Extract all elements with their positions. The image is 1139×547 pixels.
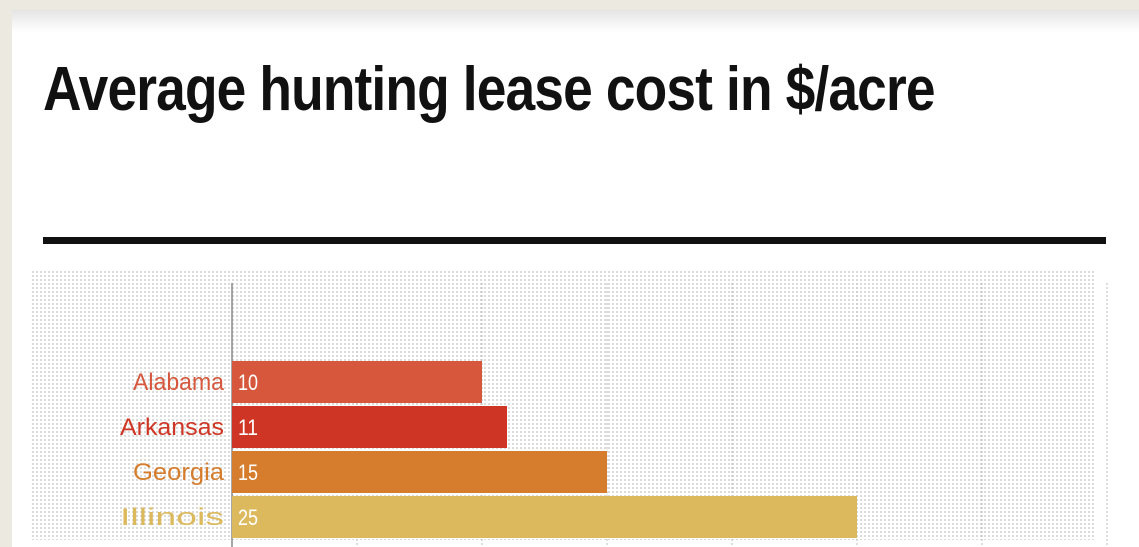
category-label-alabama: Alabama (133, 369, 225, 396)
bar-alabama (232, 361, 482, 403)
title-rule (43, 237, 1106, 244)
chart-title: Average hunting lease cost in $/acre (43, 55, 935, 124)
category-label-georgia: Georgia (133, 459, 225, 486)
bar-arkansas (232, 406, 507, 448)
plot-area (31, 270, 1094, 540)
top-shadow (12, 10, 1139, 32)
bar-georgia (232, 451, 607, 493)
value-label-alabama: 10 (238, 370, 258, 395)
category-label-illinois: Illinois (120, 504, 224, 531)
bar-illinois (232, 496, 857, 538)
category-label-arkansas: Arkansas (120, 414, 224, 441)
value-label-illinois: 25 (238, 505, 258, 530)
value-label-arkansas: 11 (238, 415, 258, 440)
value-label-georgia: 15 (238, 460, 258, 485)
